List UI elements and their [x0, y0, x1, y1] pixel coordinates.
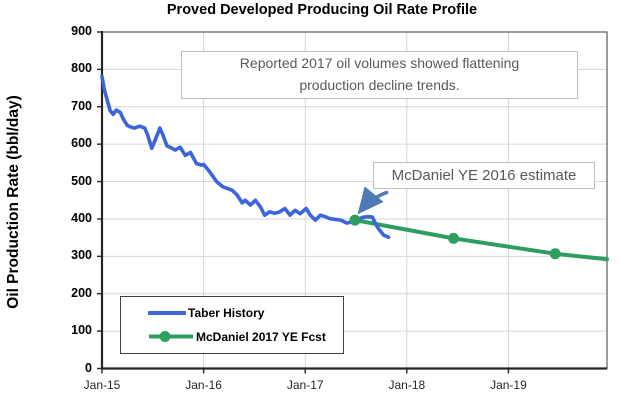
series-line-forecast [353, 218, 609, 262]
y-tick-label: 500 [71, 173, 92, 188]
legend-line-swatch-blue [148, 311, 186, 316]
y-tick-label: 900 [71, 24, 92, 38]
x-tick-label: Jan-17 [286, 378, 324, 392]
legend-label-taber-history: Taber History [188, 306, 265, 321]
annotation-mcdaniel-text: McDaniel YE 2016 estimate [391, 167, 577, 184]
annotation-flattening-text: Reported 2017 oil volumes showed flatten… [239, 55, 520, 93]
x-tick-label: Jan-18 [388, 378, 426, 392]
y-tick-label: 600 [71, 136, 92, 151]
legend: Taber History McDaniel 2017 YE Fcst [120, 296, 344, 354]
data-point-marker [349, 214, 361, 226]
y-tick-label: 300 [71, 248, 92, 263]
annotation-flattening-note: Reported 2017 oil volumes showed flatten… [181, 51, 578, 99]
legend-item-taber-history: Taber History [148, 306, 343, 320]
legend-label-mcdaniel-fcst: McDaniel 2017 YE Fcst [196, 329, 326, 344]
legend-line-marker-swatch-green [149, 331, 193, 343]
data-point-marker [448, 232, 460, 244]
legend-item-mcdaniel-fcst: McDaniel 2017 YE Fcst [148, 330, 343, 344]
y-tick-label: 100 [71, 323, 92, 338]
y-tick-label: 0 [85, 360, 92, 375]
x-tick-label: Jan-19 [490, 378, 527, 392]
y-tick-label: 700 [71, 98, 92, 113]
y-tick-label: 200 [71, 285, 92, 300]
data-point-marker [549, 248, 561, 260]
x-tick-label: Jan-16 [185, 378, 222, 392]
y-tick-label: 400 [71, 210, 92, 225]
y-tick-label: 800 [71, 61, 92, 76]
annotation-arrow [357, 186, 389, 215]
chart-title: Proved Developed Producing Oil Rate Prof… [166, 2, 478, 18]
series-line-history [100, 74, 391, 240]
annotation-mcdaniel-estimate: McDaniel YE 2016 estimate [373, 162, 595, 189]
x-tick-label: Jan-15 [83, 378, 121, 392]
